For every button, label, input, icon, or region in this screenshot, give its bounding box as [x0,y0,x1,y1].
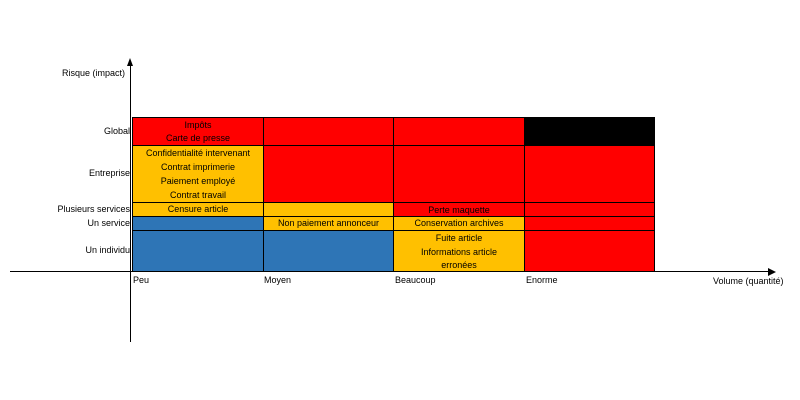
cell-text: Conservation archives [414,218,504,228]
y-level-global: Global [103,126,130,136]
cell-text: Contrat imprimerie [160,162,236,172]
cell-entreprise-beaucoup [393,145,525,203]
y-level-un-individu: Un individu [85,245,130,255]
x-axis-arrow-icon [768,267,776,276]
y-axis-line [130,64,131,342]
cell-global-enorme [524,117,655,146]
cell-individu-enorme [524,230,655,272]
cell-entreprise-peu: Confidentialité intervenant Contrat impr… [132,145,264,203]
cell-entreprise-enorme [524,145,655,203]
cell-individu-moyen [263,230,394,272]
y-axis-title: Risque (impact) [62,68,126,78]
x-level-peu: Peu [133,275,150,285]
cell-service-beaucoup: Conservation archives [393,216,525,231]
x-axis-title: Volume (quantité) [713,276,784,286]
cell-entreprise-moyen [263,145,394,203]
y-level-un-service: Un service [87,218,130,228]
cell-global-peu: Impôts Carte de presse [132,117,264,146]
y-level-entreprise: Entreprise [88,168,130,178]
x-level-moyen: Moyen [264,275,292,285]
cell-text: Carte de presse [165,133,231,143]
cell-plusieurs-beaucoup: Perte maquette [393,202,525,217]
y-axis-arrow-icon [127,58,133,66]
y-level-plusieurs-services: Plusieurs services [57,204,130,214]
cell-service-enorme [524,216,655,231]
cell-plusieurs-peu: Censure article [132,202,264,217]
cell-text: erronées [441,260,477,270]
cell-plusieurs-moyen [263,202,394,217]
cell-text: Perte maquette [428,205,490,215]
cell-global-beaucoup [393,117,525,146]
cell-plusieurs-enorme [524,202,655,217]
cell-text: Impôts [184,120,212,130]
cell-text: Paiement employé [160,176,236,186]
cell-text: Confidentialité intervenant [145,148,251,158]
cell-text: Contrat travail [169,190,227,200]
x-level-enorme: Enorme [526,275,558,285]
cell-service-moyen: Non paiement annonceur [263,216,394,231]
cell-global-moyen [263,117,394,146]
cell-service-peu [132,216,264,231]
cell-individu-beaucoup: Fuite article Informations article erron… [393,230,525,272]
cell-individu-peu [132,230,264,272]
cell-text: Censure article [167,204,229,214]
cell-text: Fuite article [435,233,483,243]
cell-text: Informations article [420,247,498,257]
x-level-beaucoup: Beaucoup [395,275,436,285]
cell-text: Non paiement annonceur [277,218,380,228]
